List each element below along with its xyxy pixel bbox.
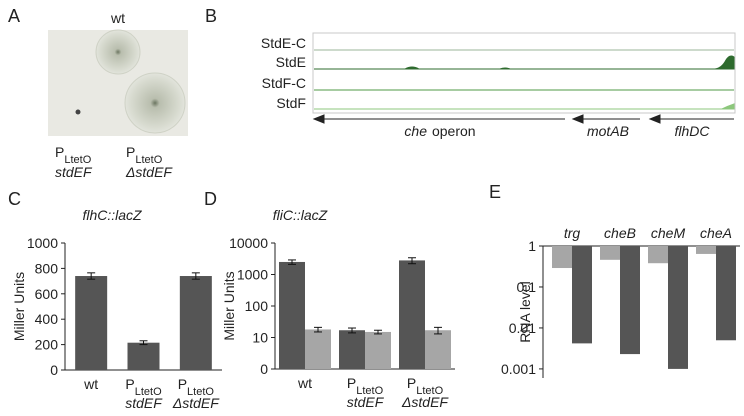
y-tick-label: 600 [35,286,59,302]
y-tick-label: 0.1 [517,279,537,295]
error-bar [87,272,96,280]
track-frame [312,32,736,114]
y-tick-label: 10000 [229,235,268,251]
y-axis-label: Miller Units [11,272,27,341]
bar [127,342,160,370]
bar [75,276,108,370]
bar [339,330,365,369]
gene-label: flhDC [674,123,710,139]
category-label: PLtetO [178,376,215,398]
bar [305,329,331,369]
category-prefix: P [178,376,187,392]
y-tick-label: 1000 [237,267,268,283]
y-axis-label: RNA level [517,281,533,342]
category-gene: stdEF [347,394,385,410]
category-prefix: P [407,375,416,391]
y-tick-label: 1 [528,238,536,254]
gene-arrows [312,114,734,124]
category-prefix: P [347,375,356,391]
colony [124,72,186,134]
error-bar [348,327,356,334]
y-tick-label: 200 [35,337,59,353]
bar [620,246,640,355]
category-label: wt [83,376,98,392]
panel-letter: B [205,6,217,26]
error-bar [408,257,416,265]
panel-title: wt [110,10,125,26]
error-bar [139,340,148,346]
error-bar [191,272,200,280]
category-gene: ΔstdEF [172,395,220,411]
error-bar [374,329,382,335]
track-signal [314,55,735,70]
category-label: cheB [604,225,636,241]
track-label: StdF [276,95,306,111]
y-tick-label: 800 [35,260,59,276]
track-label: StdE-C [261,35,306,51]
bar [399,260,425,369]
gene-label: che operon [404,123,475,139]
y-tick-label: 0 [260,361,268,377]
bar [552,246,572,269]
panel-letter: D [204,189,217,209]
category-label: cheM [651,225,686,241]
category-label: trg [564,225,581,241]
category-label: PLtetO [347,375,384,397]
y-tick-label: 0.001 [501,361,536,377]
error-bar [288,259,296,265]
bar [716,246,736,341]
category-label: PLtetO [125,376,162,398]
track-signal [314,103,735,110]
strain-gene: stdEF [55,164,93,180]
chart-title: fliC::lacZ [273,207,328,223]
colony [95,29,141,75]
y-tick-label: 1000 [27,235,58,251]
y-tick-label: 100 [245,298,269,314]
track-label: StdE [276,54,306,70]
colony [75,109,81,115]
bar [600,246,620,260]
bar [696,246,716,254]
panel-letter: E [489,182,501,202]
panel-letter: C [8,189,21,209]
chart-title: flhC::lacZ [82,207,142,223]
category-prefix: P [125,376,134,392]
y-tick-label: 0 [50,362,58,378]
y-axis-label: Miller Units [221,271,237,340]
gene-label: motAB [587,123,629,139]
y-tick-label: 0.01 [509,320,536,336]
bar [179,276,212,370]
strain-label: PLtetO [126,144,163,166]
category-sub: LtetO [416,385,443,397]
y-tick-label: 10 [252,330,268,346]
track-label: StdF-C [262,75,306,91]
strain-label: PLtetO [55,144,92,166]
bar [668,246,688,369]
category-gene: ΔstdEF [401,394,449,410]
category-gene: stdEF [125,395,163,411]
error-bar [434,326,442,335]
category-label: PLtetO [407,375,444,397]
bar [572,246,592,344]
y-tick-label: 400 [35,311,59,327]
bar [648,246,668,264]
error-bar [314,326,322,333]
bar [279,261,305,369]
category-label: cheA [700,225,732,241]
category-sub: LtetO [356,385,383,397]
category-sub: LtetO [135,386,162,398]
category-label: wt [297,375,312,391]
strain-gene: ΔstdEF [125,164,173,180]
bar [365,331,391,369]
bar [425,330,451,369]
panel-letter: A [8,6,20,26]
category-sub: LtetO [187,386,214,398]
